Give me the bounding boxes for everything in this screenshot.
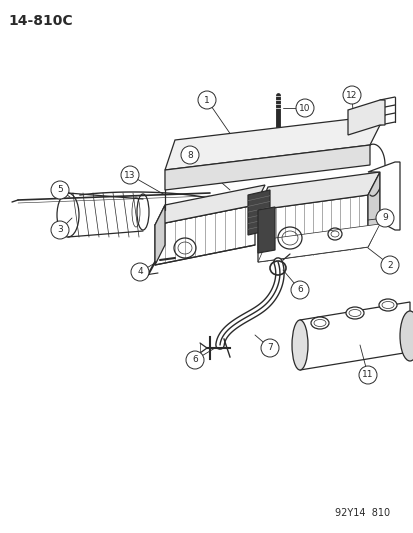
Polygon shape bbox=[367, 162, 399, 230]
Circle shape bbox=[131, 263, 149, 281]
Text: 6: 6 bbox=[297, 286, 302, 295]
Text: 5: 5 bbox=[57, 185, 63, 195]
Ellipse shape bbox=[291, 320, 307, 370]
Text: 1: 1 bbox=[204, 95, 209, 104]
Text: 12: 12 bbox=[346, 91, 357, 100]
Circle shape bbox=[51, 181, 69, 199]
Polygon shape bbox=[367, 172, 379, 247]
Polygon shape bbox=[347, 100, 384, 135]
Circle shape bbox=[380, 256, 398, 274]
Polygon shape bbox=[154, 205, 254, 265]
Polygon shape bbox=[257, 172, 379, 210]
Ellipse shape bbox=[378, 299, 396, 311]
Circle shape bbox=[121, 166, 139, 184]
Polygon shape bbox=[299, 302, 409, 370]
Text: 10: 10 bbox=[299, 103, 310, 112]
Ellipse shape bbox=[345, 307, 363, 319]
Polygon shape bbox=[154, 205, 165, 265]
Text: 3: 3 bbox=[57, 225, 63, 235]
Circle shape bbox=[295, 99, 313, 117]
Text: 2: 2 bbox=[386, 261, 392, 270]
Polygon shape bbox=[257, 195, 367, 262]
Circle shape bbox=[180, 146, 199, 164]
Text: 14-810C: 14-810C bbox=[8, 14, 72, 28]
Text: 4: 4 bbox=[137, 268, 142, 277]
Text: 11: 11 bbox=[361, 370, 373, 379]
Circle shape bbox=[342, 86, 360, 104]
Polygon shape bbox=[247, 190, 269, 235]
Circle shape bbox=[290, 281, 308, 299]
Polygon shape bbox=[154, 185, 264, 225]
Circle shape bbox=[260, 339, 278, 357]
Text: 9: 9 bbox=[381, 214, 387, 222]
Text: 6: 6 bbox=[192, 356, 197, 365]
Circle shape bbox=[51, 221, 69, 239]
Circle shape bbox=[197, 91, 216, 109]
Polygon shape bbox=[257, 224, 379, 262]
Circle shape bbox=[375, 209, 393, 227]
Circle shape bbox=[185, 351, 204, 369]
Ellipse shape bbox=[310, 317, 328, 329]
Polygon shape bbox=[257, 207, 274, 253]
Polygon shape bbox=[165, 145, 369, 190]
Text: 7: 7 bbox=[266, 343, 272, 352]
Text: 13: 13 bbox=[124, 171, 135, 180]
Ellipse shape bbox=[399, 311, 413, 361]
Text: 92Y14  810: 92Y14 810 bbox=[334, 508, 389, 518]
Polygon shape bbox=[165, 115, 384, 170]
Circle shape bbox=[358, 366, 376, 384]
Text: 8: 8 bbox=[187, 150, 192, 159]
